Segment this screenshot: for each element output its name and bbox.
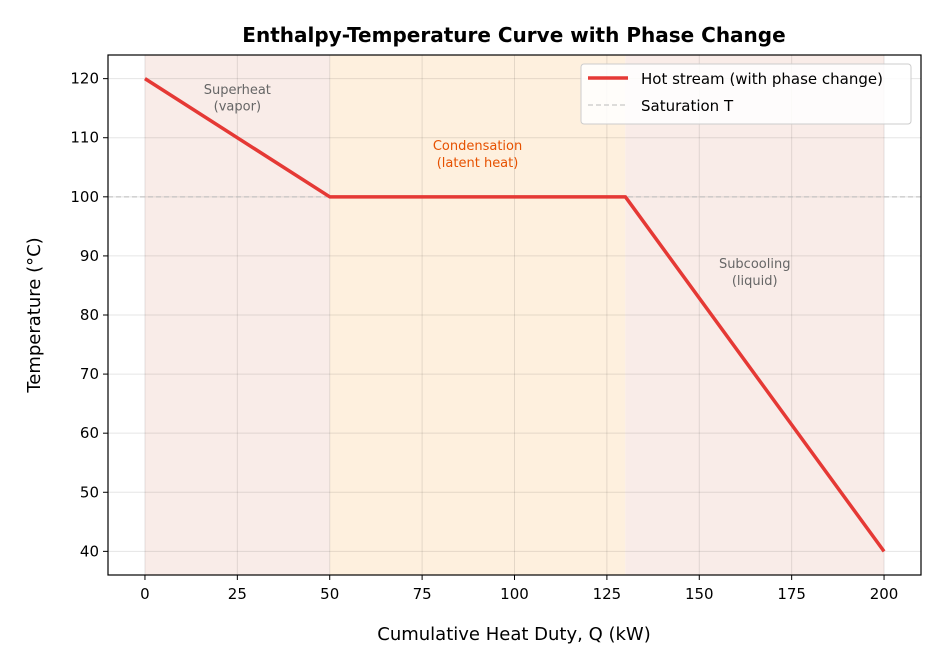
y-tick-label: 100: [70, 188, 99, 206]
legend: Hot stream (with phase change) Saturatio…: [580, 63, 912, 125]
x-axis-label: Cumulative Heat Duty, Q (kW): [377, 624, 650, 645]
y-tick-label: 60: [80, 424, 99, 442]
legend-box: [580, 63, 912, 125]
x-tick-label: 175: [777, 585, 806, 603]
annotation-2: Subcooling (liquid): [719, 257, 791, 289]
x-tick-label: 100: [500, 585, 529, 603]
annotations: Superheat (vapor) Condensation (latent heat…: [204, 83, 791, 289]
y-tick-label: 50: [80, 483, 99, 501]
legend-label-hot-stream: Hot stream (with phase change): [641, 70, 883, 88]
x-tick-label: 75: [413, 585, 432, 603]
y-tick-label: 70: [80, 365, 99, 383]
chart-title: Enthalpy-Temperature Curve with Phase Ch…: [242, 23, 785, 47]
phase-region-0: [144, 55, 330, 575]
annotation-line: Subcooling: [719, 257, 791, 272]
x-tick-label: 25: [228, 585, 247, 603]
x-tick-label: 0: [140, 585, 150, 603]
annotation-line: (vapor): [214, 100, 261, 115]
annotation-line: Condensation: [433, 139, 522, 154]
annotation-line: Superheat: [204, 83, 271, 98]
legend-label-saturation: Saturation T: [641, 97, 734, 115]
x-tick-label: 50: [320, 585, 339, 603]
x-tick-label: 200: [870, 585, 899, 603]
annotation-0: Superheat (vapor): [204, 83, 271, 115]
annotation-1: Condensation (latent heat): [433, 139, 522, 171]
x-tick-label: 125: [593, 585, 622, 603]
phase-regions: [144, 55, 885, 575]
phase-region-2: [625, 55, 885, 575]
annotation-line: (latent heat): [437, 156, 519, 171]
hot-stream-line: [144, 77, 886, 553]
y-tick-label: 110: [70, 129, 99, 147]
annotation-line: (liquid): [732, 274, 778, 289]
y-ticks: 40 50 60 70 80 90 100 110 120: [70, 70, 108, 560]
x-ticks: 0 25 50 75 100 125 150 175 200: [140, 575, 898, 603]
x-tick-label: 150: [685, 585, 714, 603]
y-tick-label: 90: [80, 247, 99, 265]
y-axis-label: Temperature (°C): [24, 237, 45, 393]
y-tick-label: 80: [80, 306, 99, 324]
phase-region-1: [329, 55, 626, 575]
series: [144, 77, 886, 553]
y-tick-label: 120: [70, 70, 99, 88]
y-tick-label: 40: [80, 542, 99, 560]
